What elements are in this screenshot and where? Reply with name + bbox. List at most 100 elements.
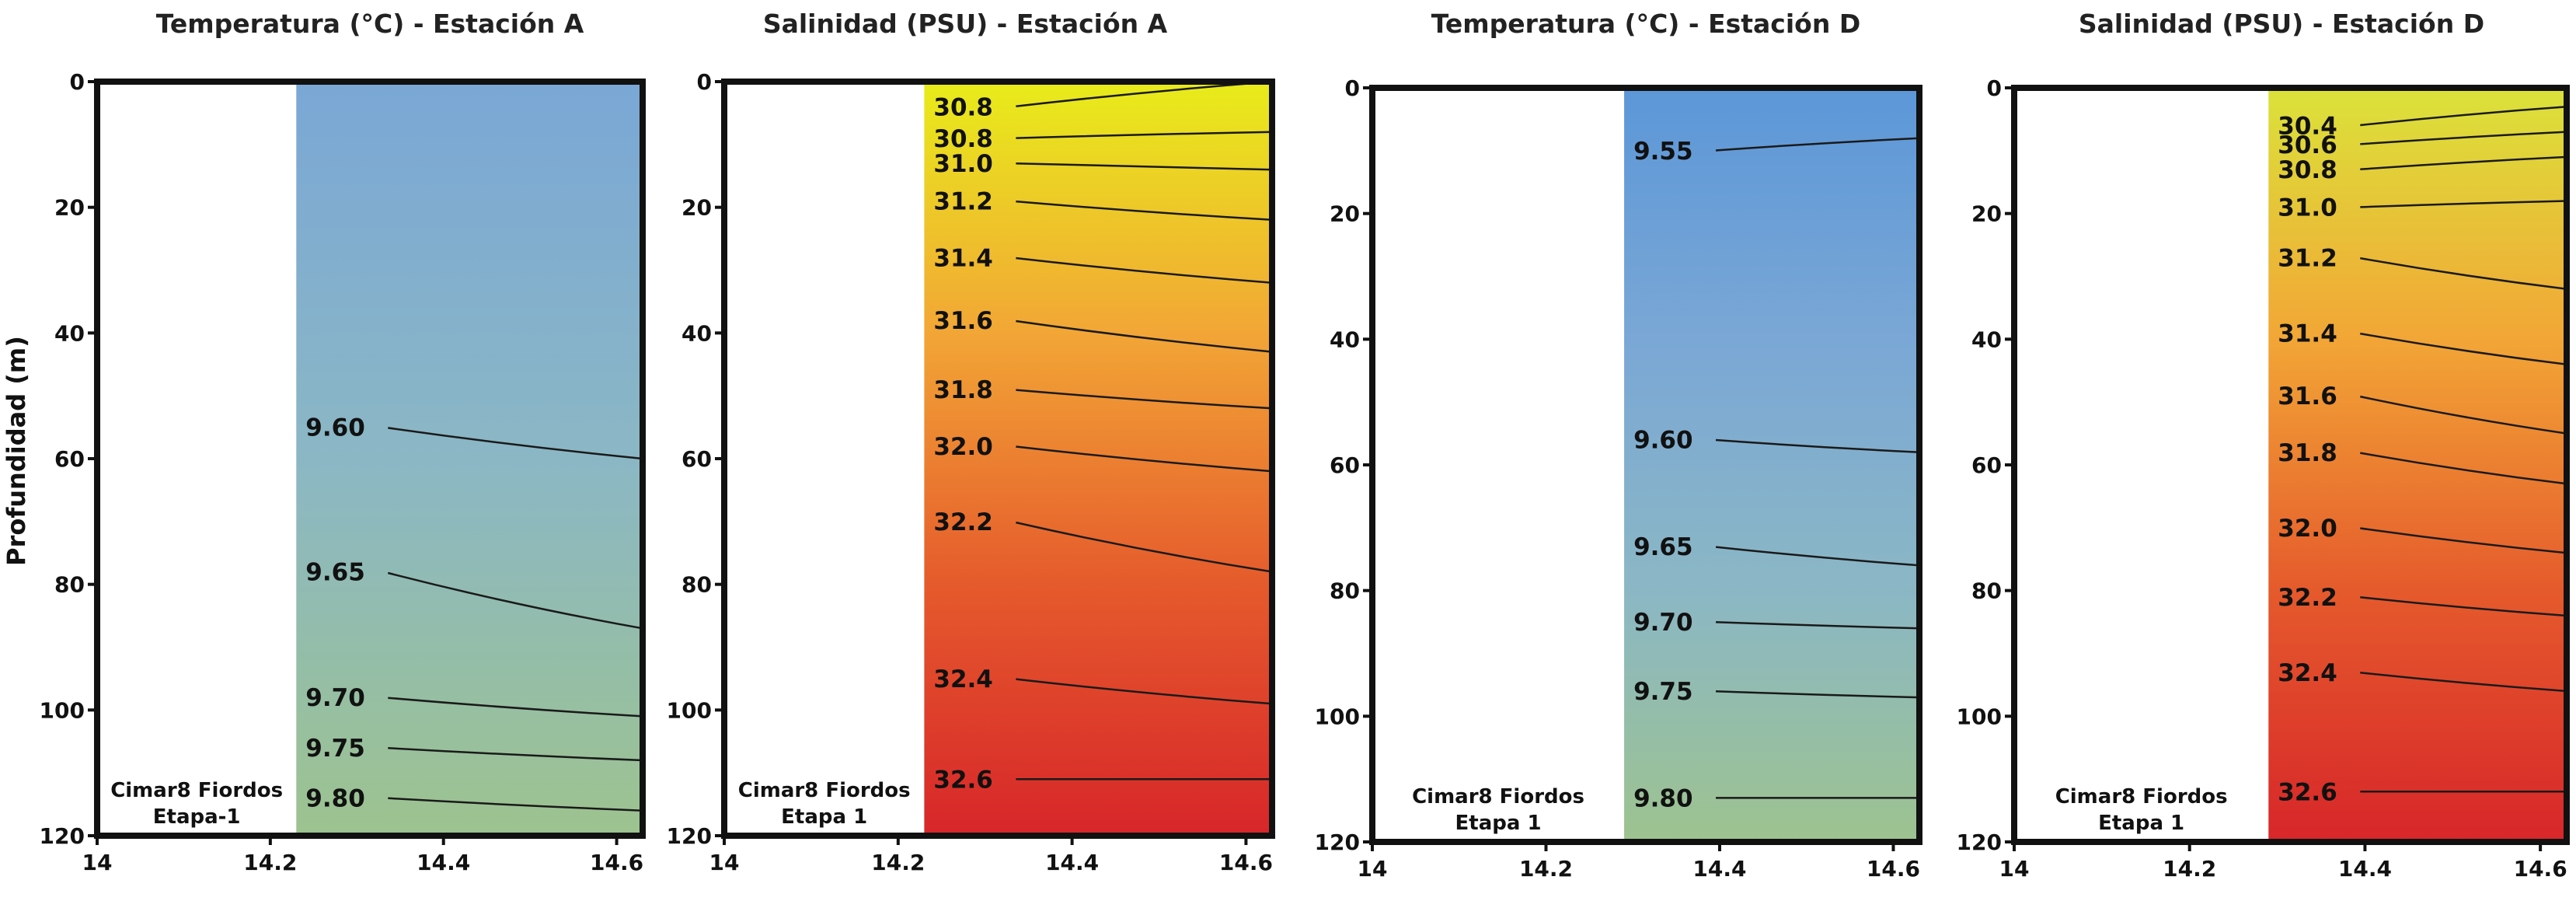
contour-line (388, 746, 643, 762)
contour-label: 31.6 (933, 307, 993, 335)
y-tick-label: 0 (697, 69, 712, 95)
x-tick-label: 14.2 (1519, 856, 1573, 882)
x-tick-label: 14 (82, 850, 113, 875)
contour-line (2360, 595, 2567, 617)
contour-line (2360, 395, 2567, 435)
contour-label: 31.8 (2278, 439, 2337, 467)
x-tick-label: 14.6 (1867, 856, 1920, 882)
y-tick-label: 20 (1330, 201, 1360, 227)
contour-label: 32.0 (2278, 515, 2337, 543)
y-tick-label: 0 (1987, 75, 2002, 101)
y-tick-label: 40 (681, 320, 712, 346)
y-tick-label: 100 (1315, 704, 1360, 729)
contour-label: 32.4 (933, 665, 993, 693)
contour-line (1016, 678, 1273, 705)
contour-label: 9.75 (305, 735, 365, 763)
y-tick-label: 60 (54, 446, 85, 472)
contour-label: 31.4 (2278, 320, 2337, 347)
y-tick-label: 120 (1957, 829, 2002, 855)
panel-title: Temperatura (°C) - Estación A (156, 9, 584, 39)
contour-label: 9.70 (1633, 609, 1693, 637)
contours: 30.830.831.031.231.431.631.832.032.232.4… (933, 80, 1273, 794)
contour-label: 31.4 (933, 244, 993, 272)
y-tick-label: 80 (54, 572, 85, 598)
data-area (296, 82, 643, 836)
y-tick-label: 20 (54, 195, 85, 221)
contour-label: 30.6 (2278, 131, 2337, 159)
y-tick-label: 60 (681, 446, 712, 472)
contour-line (2360, 452, 2567, 485)
contour-label: 9.80 (305, 785, 365, 813)
contour-line (2360, 671, 2567, 693)
contour-label: 9.65 (305, 559, 365, 587)
panel-title: Salinidad (PSU) - Estación D (2079, 9, 2484, 39)
contour-label: 31.0 (2278, 194, 2337, 222)
contour-label: 30.8 (2278, 156, 2337, 184)
y-tick-label: 0 (70, 69, 85, 95)
x-tick-label: 14.4 (1692, 856, 1746, 882)
contour-label: 31.8 (933, 376, 993, 404)
x-tick-label: 14.4 (2338, 856, 2392, 882)
x-tick-label: 14.4 (417, 850, 470, 875)
data-area (1624, 88, 1919, 842)
contour-line (1715, 546, 1920, 567)
contour-line (1016, 257, 1273, 284)
panel-title: Salinidad (PSU) - Estación A (763, 9, 1168, 39)
y-tick-label: 40 (1330, 327, 1360, 352)
contours: 9.55 9.60 9.65 9.70 9.75 9.80 (1633, 137, 1920, 812)
contour-line (1016, 521, 1273, 573)
contour-label: 9.60 (1633, 427, 1693, 455)
contour-label: 32.6 (933, 766, 993, 794)
x-tick-label: 14.6 (2514, 856, 2567, 882)
x-tick-label: 14 (1999, 856, 2030, 882)
annotation-text: Etapa 1 (1455, 812, 1542, 835)
y-tick-label: 60 (1330, 452, 1360, 478)
panel-4: Salinidad (PSU) - Estación D 30.430.630.8… (1957, 9, 2570, 882)
contour-line (1016, 162, 1273, 171)
annotation-text: Etapa-1 (153, 805, 241, 829)
contour-line (2360, 200, 2567, 208)
contour-label: 30.8 (933, 93, 993, 121)
contour-label: 32.2 (2278, 584, 2337, 612)
y-axis-label: Profundidad (m) (2, 336, 31, 566)
contour-label: 31.0 (933, 150, 993, 178)
contour-line (1715, 137, 1920, 152)
contour-label: 9.75 (1633, 678, 1693, 706)
contour-label: 32.6 (2278, 778, 2337, 806)
y-tick-label: 80 (1971, 578, 2002, 604)
y-tick-label: 120 (667, 823, 712, 849)
contour-label: 9.55 (1633, 138, 1693, 166)
contour-label: 9.80 (1633, 784, 1693, 812)
contour-label: 31.6 (2278, 382, 2337, 410)
contour-line (1016, 320, 1273, 353)
contour-label: 32.2 (933, 508, 993, 536)
contour-line (1716, 620, 1920, 630)
contour-label: 9.70 (305, 684, 365, 712)
contour-label: 9.60 (305, 414, 365, 442)
contour-label: 31.2 (2278, 244, 2337, 272)
contour-line (2360, 106, 2567, 127)
x-tick-label: 14.2 (871, 850, 925, 875)
y-tick-label: 80 (1330, 578, 1360, 604)
x-tick-label: 14 (709, 850, 740, 875)
y-tick-label: 100 (667, 697, 712, 723)
contour-label: 32.0 (933, 433, 993, 461)
panel-1: Temperatura (°C) - Estación A 9.60 9.65 9.7… (40, 9, 646, 875)
y-tick-label: 100 (1957, 704, 2002, 729)
annotation-text: Cimar8 Fiordos (738, 779, 911, 802)
contour-line (2360, 332, 2567, 365)
panel-2: Salinidad (PSU) - Estación A30.830.831.0… (667, 9, 1275, 875)
contour-line (388, 427, 643, 460)
contours: 9.60 9.65 9.70 9.75 9.80 (305, 414, 643, 813)
y-tick-label: 120 (1315, 829, 1360, 855)
annotation-text: Etapa 1 (2098, 812, 2184, 835)
panel-3: Temperatura (°C) - Estación D 9.55 9.60 9.6… (1315, 9, 1922, 882)
annotation-text: Cimar8 Fiordos (1412, 785, 1584, 808)
y-tick-label: 40 (54, 320, 85, 346)
contour-label: 30.4 (2278, 113, 2337, 141)
y-tick-label: 80 (681, 572, 712, 598)
x-tick-label: 14.6 (1219, 850, 1273, 875)
y-tick-label: 60 (1971, 452, 2002, 478)
y-tick-label: 100 (40, 697, 85, 723)
contour-label: 32.4 (2278, 659, 2337, 687)
